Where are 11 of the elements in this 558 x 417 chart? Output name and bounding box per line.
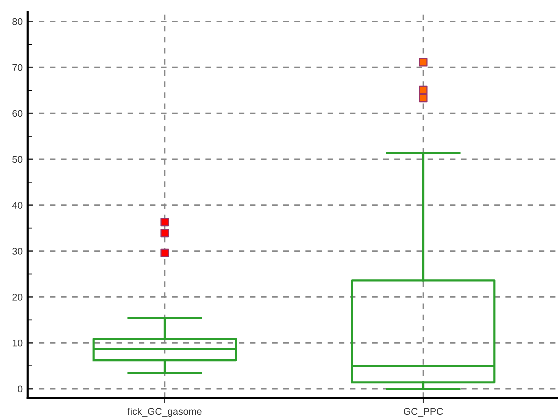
y-tick-label: 50 bbox=[12, 156, 23, 164]
x-tick-label: fick_GC_gasome bbox=[128, 408, 202, 417]
x-tick-label: GC_PPC bbox=[404, 408, 444, 417]
y-tick-label: 40 bbox=[12, 202, 23, 209]
y-tick-label: 20 bbox=[12, 294, 23, 301]
y-tick-label: 60 bbox=[12, 110, 23, 118]
y-tick-label: 30 bbox=[12, 248, 23, 255]
y-tick-label: 80 bbox=[12, 18, 23, 26]
y-tick-label: 0 bbox=[18, 386, 23, 393]
y-tick-label: 10 bbox=[12, 340, 23, 347]
y-tick-label: 70 bbox=[12, 64, 23, 72]
